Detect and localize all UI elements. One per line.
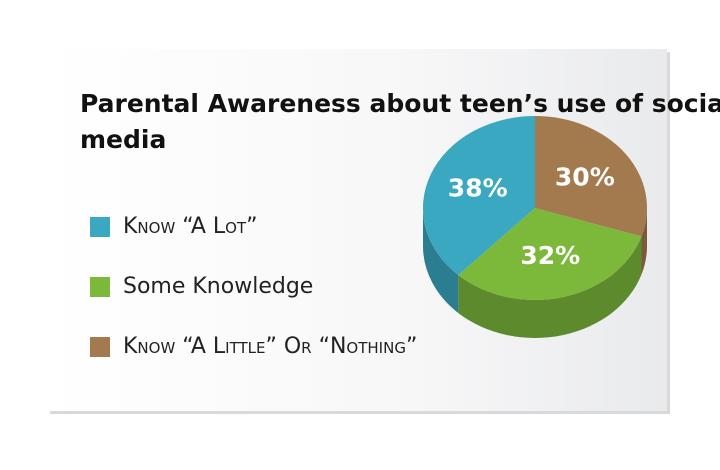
slice-side <box>423 208 459 314</box>
legend-label: Some Knowledge <box>123 274 313 299</box>
chart-title: Parental Awareness about teen’s use of s… <box>80 89 720 154</box>
legend-swatch <box>90 337 110 357</box>
slice-side <box>458 236 642 339</box>
data-label: 32% <box>520 241 580 270</box>
slice <box>535 116 647 237</box>
legend-label: Know “A Little” Or “Nothing” <box>123 334 417 359</box>
slice-side <box>641 208 647 275</box>
legend-label: Know “A Lot” <box>123 214 258 239</box>
legend-swatch <box>90 217 110 237</box>
data-label: 38% <box>448 173 508 202</box>
legend-swatch <box>90 277 110 297</box>
slice <box>423 116 535 276</box>
data-label: 30% <box>555 162 615 191</box>
slice <box>458 208 642 301</box>
